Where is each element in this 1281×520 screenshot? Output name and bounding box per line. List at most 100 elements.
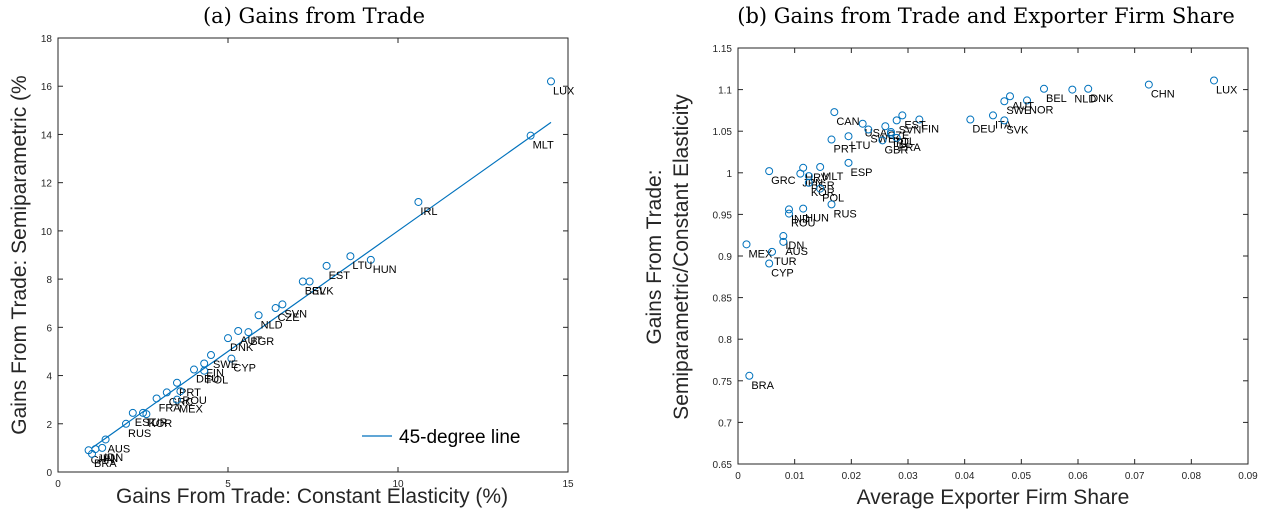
data-point-bra	[88, 449, 96, 458]
panel-a-plot-frame	[57, 37, 569, 473]
data-point-chn	[1144, 80, 1153, 89]
data-point-ind	[785, 205, 793, 214]
data-label-rou: ROU	[791, 218, 816, 230]
data-point-cze	[881, 122, 890, 131]
data-label-fra: FRA	[159, 402, 182, 414]
panel-a-points: LUXMLTIRLHUNLTUESTBELSVKSVNCZENLDBGRAUTD…	[84, 77, 575, 470]
data-point-ltu	[346, 252, 355, 261]
data-point-aut	[1006, 92, 1014, 101]
x-tick-label: 0.03	[898, 471, 918, 482]
data-label-mex: MEX	[179, 404, 204, 416]
panel-b-x-axis-label: Average Exporter Firm Share	[857, 486, 1130, 509]
data-label-deu: DEU	[196, 374, 219, 386]
data-point-bel	[1040, 84, 1048, 93]
data-point-grc	[162, 388, 171, 397]
data-point-hun	[799, 204, 808, 213]
data-label-ind: IND	[791, 213, 810, 225]
data-point-bgr	[244, 328, 253, 337]
data-point-swe	[1000, 97, 1009, 106]
data-label-jpn: JPN	[97, 453, 118, 465]
data-label-cyp: CYP	[771, 267, 794, 279]
data-point-rou	[176, 387, 185, 396]
y-tick-label: 12	[41, 179, 53, 190]
y-tick-label: 4	[46, 372, 52, 383]
y-tick-label: 0.8	[718, 335, 732, 346]
data-label-nor: NOR	[1029, 104, 1054, 116]
data-point-jpn	[796, 169, 805, 178]
data-point-tur	[139, 408, 147, 417]
data-point-svk	[1000, 116, 1009, 125]
data-point-lux	[1210, 76, 1218, 85]
y-tick-label: 0.75	[713, 377, 733, 388]
data-point-svk	[305, 277, 314, 286]
data-point-idn	[98, 443, 107, 452]
data-label-tur: TUR	[774, 256, 797, 268]
data-label-aus: AUS	[108, 443, 131, 455]
data-label-deu: DEU	[972, 124, 995, 136]
data-label-est: EST	[329, 270, 351, 282]
x-tick-label: 0.01	[785, 471, 805, 482]
data-point-pol	[816, 184, 825, 193]
data-label-hun: HUN	[805, 213, 829, 225]
data-label-bel: BEL	[305, 286, 326, 298]
x-tick-label: 0.02	[842, 471, 862, 482]
data-label-swe: SWE	[1006, 105, 1031, 117]
y-tick-label: 8	[46, 275, 52, 286]
panel-a-x-axis-label: Gains From Trade: Constant Elasticity (%…	[116, 485, 508, 508]
y-tick-label: 1	[726, 169, 732, 180]
data-label-tur: TUR	[145, 417, 168, 429]
data-label-bra: BRA	[94, 458, 117, 470]
y-tick-label: 18	[41, 34, 53, 45]
data-label-hrv: HRV	[805, 172, 829, 184]
data-point-usa	[858, 119, 867, 128]
data-point-mex	[173, 395, 181, 404]
data-point-aus	[779, 237, 788, 246]
data-point-grc	[765, 167, 774, 176]
data-point-est	[322, 261, 331, 270]
data-label-mex: MEX	[749, 248, 774, 260]
data-point-kor	[142, 410, 151, 419]
panel-b-y-axis-label-line1: Gains From Trade:	[643, 169, 666, 344]
data-label-irl: IRL	[893, 138, 910, 150]
data-point-pol	[200, 366, 209, 375]
y-tick-label: 0.7	[718, 418, 732, 429]
data-point-fra	[892, 133, 901, 142]
data-point-mlt	[526, 131, 535, 140]
data-point-nld	[1068, 85, 1077, 94]
panel-a-legend: 45-degree line	[362, 427, 520, 448]
x-tick-label: 10	[392, 479, 404, 490]
y-tick-label: 2	[46, 420, 52, 431]
y-tick-label: 14	[41, 130, 53, 141]
data-point-svn	[278, 300, 287, 309]
data-label-gbr: GBR	[885, 144, 909, 156]
data-point-deu	[966, 115, 975, 124]
data-label-nld: NLD	[261, 319, 283, 331]
data-point-dnk	[224, 334, 232, 343]
y-tick-label: 0.65	[713, 460, 733, 471]
data-point-cze	[271, 304, 280, 313]
panel-b-y-axis-label-line2: Semiparametric/Constant Elasticity	[670, 94, 693, 420]
x-tick-label: 0.09	[1238, 471, 1258, 482]
y-tick-label: 0.85	[713, 294, 733, 305]
data-point-rus	[122, 419, 130, 428]
data-point-fin	[200, 359, 209, 368]
data-label-fin: FIN	[921, 124, 939, 136]
data-point-est	[898, 111, 907, 120]
data-label-pol: POL	[893, 136, 915, 148]
y-tick-label: 0.9	[718, 252, 732, 263]
data-point-prt	[173, 378, 181, 387]
data-label-pol: POL	[822, 193, 844, 205]
data-point-gbr	[878, 136, 887, 145]
data-label-fin: FIN	[206, 368, 224, 380]
y-tick-label: 6	[46, 323, 52, 334]
data-point-rou	[785, 209, 793, 218]
panel-a-ticks: 0 5 10 15 0 2 4 6 8 10 12 14 16 18	[41, 34, 574, 490]
data-label-hun: HUN	[373, 264, 397, 276]
panel-a-y-axis-label: Gains From Trade: Semiparametric (%	[8, 75, 31, 434]
data-point-bra	[745, 371, 754, 380]
data-label-lux: LUX	[1216, 84, 1238, 96]
data-label-kor: KOR	[148, 418, 172, 430]
data-label-bel: BEL	[1046, 93, 1067, 105]
x-tick-label: 0.05	[1012, 471, 1032, 482]
data-point-fra	[152, 394, 161, 403]
